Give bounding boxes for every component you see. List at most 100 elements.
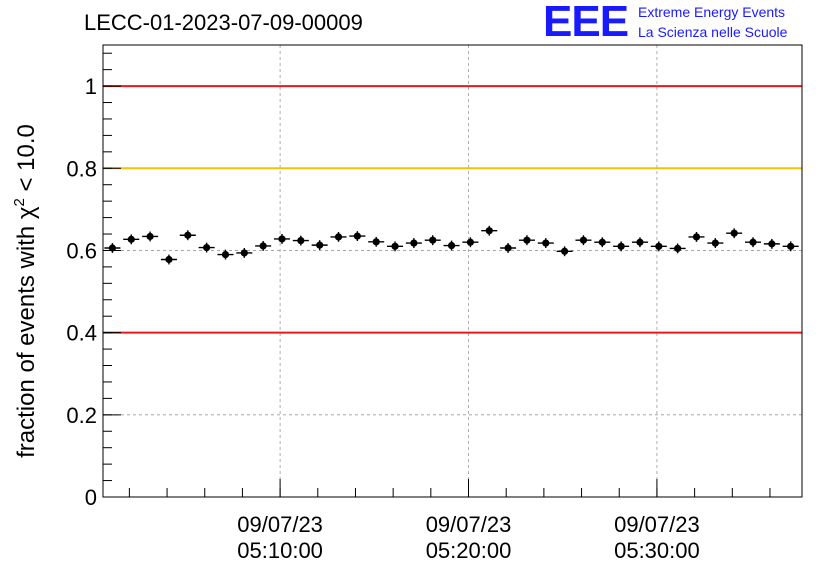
x-tick-date: 09/07/23 [426,512,512,537]
data-point [518,235,535,246]
grid-layer [103,45,802,497]
data-point [179,230,196,241]
data-point [255,241,272,251]
tick-layer [103,52,771,498]
data-point [311,240,328,251]
reference-lines [103,85,802,334]
data-point [650,241,667,252]
data-point [387,241,404,252]
plot-title: LECC-01-2023-07-09-00009 [84,10,363,35]
point-marker [466,238,474,246]
point-marker [353,232,361,240]
ylabel-prefix: fraction of events with [13,219,40,458]
data-point [631,237,648,248]
logo-line-1: Extreme Energy Events [638,4,786,20]
ylabel-symbol: χ [13,206,40,219]
x-tick-date: 09/07/23 [237,512,323,537]
data-point [782,241,799,252]
x-tick-time: 05:10:00 [237,538,323,563]
y-tick-label: 0.8 [66,156,97,181]
point-marker [561,247,569,255]
point-marker [579,236,588,244]
data-point [405,238,422,248]
data-point [424,235,441,246]
data-point [556,246,573,257]
point-marker [730,229,738,237]
data-point [349,231,366,242]
point-marker [655,242,663,250]
y-tick-label: 0.2 [66,403,97,428]
point-marker [203,243,211,252]
y-axis-label: fraction of events with χ2 < 10.0 [11,124,40,458]
point-marker [278,235,286,243]
y-tick-label: 0.4 [66,321,97,346]
point-marker [372,238,380,246]
point-marker [617,242,625,250]
data-point [160,254,177,265]
data-point [123,234,140,245]
point-marker [316,241,324,249]
data-point [537,238,554,248]
x-tick-time: 05:30:00 [614,538,700,563]
logo-line-2: La Scienza nelle Scuole [638,24,788,40]
y-tick-label: 0.6 [66,238,97,263]
data-point [273,234,290,244]
data-point [726,228,743,239]
point-marker [692,233,701,241]
point-marker [711,239,719,247]
y-tick-label: 1 [85,74,97,99]
data-point [462,237,479,248]
data-point [688,231,705,242]
y-tick-label: 0 [85,485,97,510]
point-marker [240,249,248,257]
data-point [198,242,215,253]
point-marker [504,244,512,252]
point-marker [297,236,305,245]
point-marker [334,233,343,241]
point-marker [447,241,456,250]
data-point [594,237,611,248]
data-point [330,231,347,242]
ylabel-suffix: < 10.0 [13,124,40,198]
point-marker [598,238,606,246]
data-point [763,238,780,249]
data-point [707,238,724,248]
x-tick-date: 09/07/23 [614,512,700,537]
point-marker [787,242,795,250]
point-marker [221,250,230,259]
point-marker [391,242,399,250]
label-layer: 00.20.40.60.8109/07/2305:10:0009/07/2305… [66,74,699,563]
point-marker [485,227,493,235]
data-point [745,237,762,248]
point-marker [674,244,682,252]
point-marker [108,244,117,252]
point-marker [146,232,154,241]
point-marker [429,236,437,244]
point-marker [165,255,173,264]
data-point [142,231,159,242]
point-marker [184,231,192,239]
plot-frame [102,44,803,498]
x-tick-time: 05:20:00 [426,538,512,563]
data-layer [104,225,799,265]
data-point [500,243,517,253]
data-point [575,235,592,246]
data-point [443,240,460,251]
point-marker [636,238,644,246]
point-marker [523,236,531,244]
point-marker [259,242,267,250]
eee-logo: EEE Extreme Energy Events La Scienza nel… [543,0,833,46]
point-marker [768,240,776,248]
point-marker [127,235,135,243]
logo-mark: EEE [543,0,629,46]
data-point [236,247,253,258]
point-marker [542,239,550,247]
data-point [217,249,234,260]
data-point [613,241,630,252]
ylabel-superscript: 2 [11,198,28,206]
data-point [368,236,385,247]
point-marker [749,238,757,246]
data-point [669,243,686,254]
point-marker [410,239,418,247]
